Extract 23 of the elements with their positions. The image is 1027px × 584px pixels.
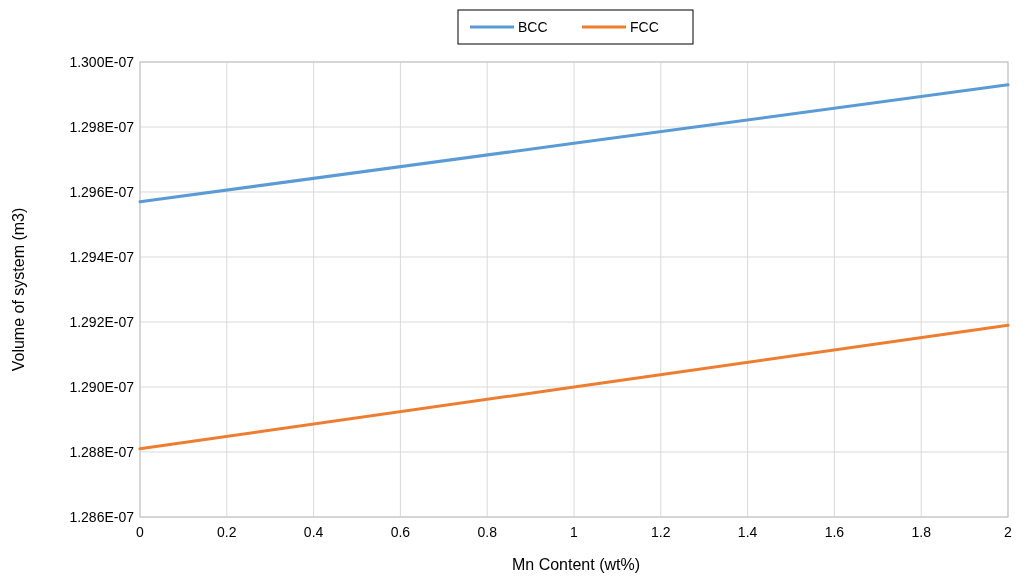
- x-tick-label: 1.6: [824, 524, 845, 540]
- y-tick-label: 1.292E-07: [69, 314, 135, 330]
- x-tick-label: 1.2: [651, 524, 671, 540]
- legend-label: FCC: [630, 19, 659, 35]
- y-tick-label: 1.294E-07: [69, 249, 135, 265]
- y-tick-label: 1.286E-07: [69, 509, 135, 525]
- y-axis-title: Volume of system (m3): [10, 207, 27, 372]
- x-tick-label: 1.4: [737, 524, 758, 540]
- x-tick-label: 0.8: [477, 524, 498, 540]
- x-tick-label: 0.2: [217, 524, 237, 540]
- y-tick-label: 1.296E-07: [69, 184, 135, 200]
- x-tick-label: 1: [570, 524, 579, 540]
- x-tick-label: 1.8: [911, 524, 932, 540]
- y-tick-label: 1.290E-07: [69, 379, 135, 395]
- x-tick-label: 0.6: [390, 524, 411, 540]
- x-tick-label: 2: [1004, 524, 1013, 540]
- x-tick-label: 0: [136, 524, 145, 540]
- x-axis-title: Mn Content (wt%): [511, 556, 641, 573]
- x-tick-label: 0.4: [303, 524, 324, 540]
- y-tick-label: 1.298E-07: [69, 119, 135, 135]
- y-tick-label: 1.288E-07: [69, 444, 135, 460]
- legend-label: BCC: [518, 19, 548, 35]
- y-tick-label: 1.300E-07: [69, 54, 135, 70]
